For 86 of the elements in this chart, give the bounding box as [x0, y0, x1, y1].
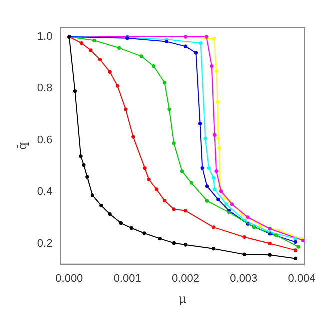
point — [92, 38, 96, 42]
point — [108, 212, 112, 216]
point — [214, 170, 218, 174]
point — [213, 133, 217, 138]
point — [212, 37, 216, 41]
point — [79, 154, 83, 158]
point — [184, 209, 188, 213]
point — [184, 44, 188, 48]
point — [198, 122, 202, 126]
y-tick-label: 0.8 — [37, 82, 53, 95]
point — [168, 108, 172, 112]
point — [230, 202, 234, 206]
x-axis-title: μ — [178, 292, 187, 306]
point — [172, 208, 176, 212]
point — [212, 176, 216, 180]
point — [294, 248, 298, 252]
point — [252, 226, 256, 230]
point — [100, 204, 104, 208]
point — [80, 41, 84, 46]
point — [199, 41, 203, 46]
x-tick-label: 0.001 — [114, 273, 142, 286]
x-tick-label: 0.003 — [230, 273, 258, 286]
y-tick-label: 0.6 — [37, 134, 53, 146]
point — [132, 135, 136, 139]
point — [86, 175, 90, 179]
point — [212, 247, 216, 251]
point — [294, 240, 298, 244]
point — [73, 90, 78, 94]
point — [163, 199, 167, 203]
point — [274, 234, 278, 238]
point — [172, 241, 176, 246]
point — [140, 54, 144, 58]
point — [212, 226, 216, 230]
point — [268, 253, 272, 257]
point — [219, 189, 224, 194]
point — [294, 256, 298, 261]
point — [205, 184, 210, 188]
point — [246, 216, 250, 220]
point — [154, 188, 158, 192]
point — [98, 58, 102, 62]
y-tick-label: 1.0 — [37, 31, 53, 44]
point — [119, 222, 123, 226]
point — [172, 142, 176, 146]
point — [108, 70, 112, 74]
point — [152, 64, 156, 68]
point — [224, 202, 228, 206]
point — [214, 69, 218, 73]
point — [118, 46, 122, 50]
point — [204, 35, 208, 39]
point — [180, 170, 184, 174]
point — [210, 64, 214, 68]
point — [216, 198, 220, 202]
point — [194, 51, 198, 55]
point — [205, 199, 210, 203]
point — [268, 242, 272, 246]
point — [296, 245, 300, 249]
point — [216, 100, 220, 104]
point — [294, 237, 298, 241]
point — [216, 136, 220, 140]
point — [158, 237, 162, 241]
point — [143, 166, 147, 170]
point — [89, 48, 93, 52]
point — [116, 84, 120, 88]
point — [130, 226, 134, 230]
y-tick-label: 0.4 — [37, 186, 53, 198]
x-tick-label: 0.002 — [172, 273, 200, 286]
point — [268, 227, 272, 231]
point — [90, 194, 94, 198]
point — [213, 188, 217, 192]
y-tick-label: 0.2 — [37, 238, 53, 250]
point — [242, 252, 246, 256]
point — [190, 181, 194, 185]
point — [204, 136, 208, 140]
point — [184, 243, 188, 247]
point — [82, 163, 86, 167]
point — [218, 146, 222, 150]
point — [124, 108, 128, 112]
point — [207, 166, 211, 170]
x-tick-label: 0.000 — [56, 273, 84, 286]
point — [163, 80, 167, 85]
point — [242, 235, 246, 240]
x-tick-label: 0.004 — [288, 273, 316, 286]
y-axis-title: q̄ — [15, 142, 30, 150]
point — [147, 178, 151, 182]
point — [142, 232, 146, 236]
point — [200, 166, 204, 170]
